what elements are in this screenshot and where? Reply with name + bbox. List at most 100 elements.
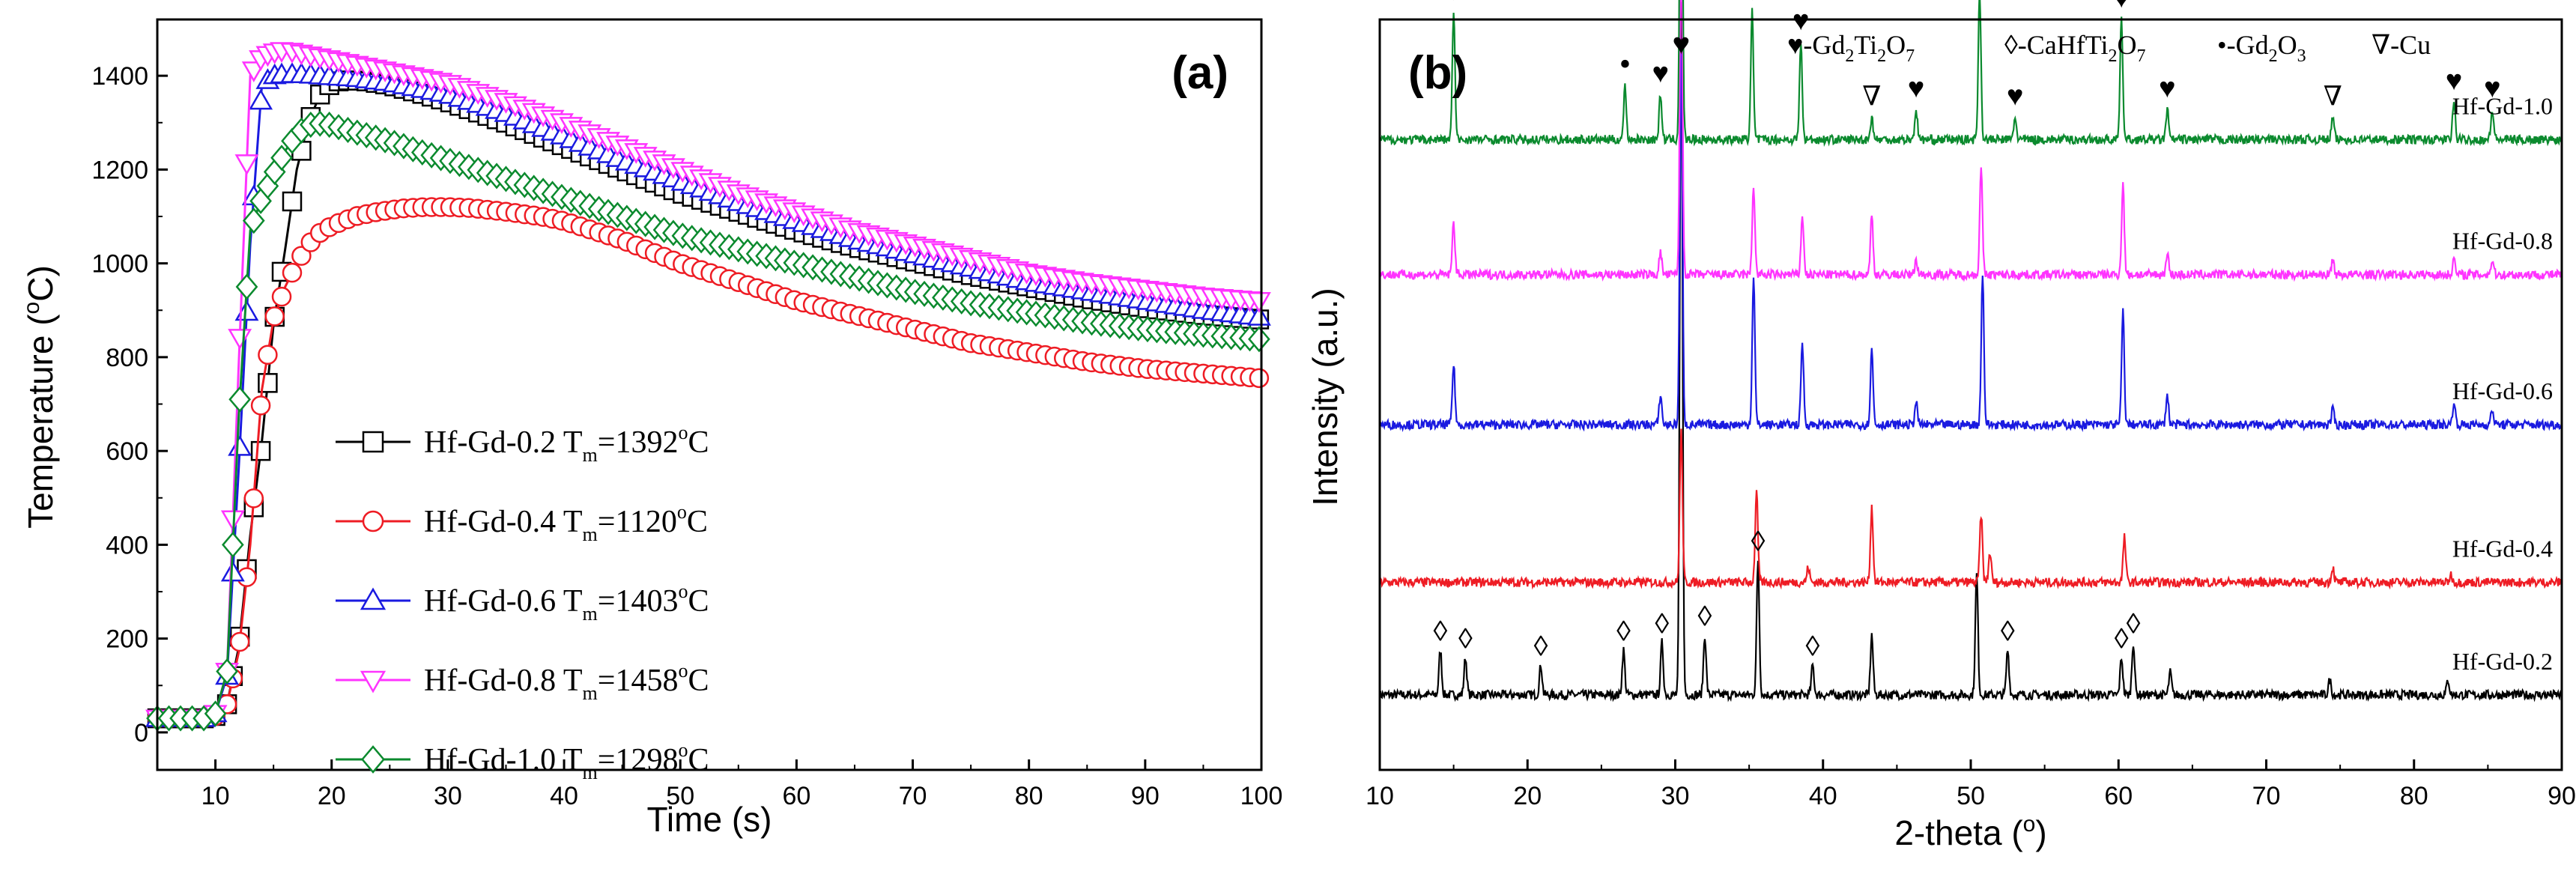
x-tick-label: 60 (2104, 782, 2133, 810)
panel-a-plot-frame (156, 18, 1263, 771)
xrd-sample-label-Hf-Gd-0.4: Hf-Gd-0.4 (2452, 535, 2553, 562)
diamond-marker (242, 207, 265, 234)
legend-entry-sub: m (583, 762, 598, 783)
gd2ti2o7-mid: Ti (1854, 30, 1877, 60)
triangle-up-marker (249, 88, 273, 110)
triangle-down-marker (228, 329, 252, 350)
cahfti2o7-diamond-mark: ◊ (1433, 616, 1447, 648)
legend-entry-sub: m (583, 523, 598, 545)
x-tick-label: 80 (2400, 782, 2428, 810)
legend-entry-Hf-Gd-0.4: Hf-Gd-0.4 Tm=1120oC (424, 501, 708, 545)
cahfti2o7-diamond-mark: ◊ (2115, 624, 2129, 655)
x-tick-label: 70 (899, 782, 927, 810)
x-tick-label: 30 (434, 782, 462, 810)
phase-legend-cu: ∇-Cu (2372, 30, 2431, 60)
square-marker (282, 191, 303, 212)
circle-marker (1249, 368, 1270, 389)
gd2ti2o7-heart-mark: ♥ (1744, 0, 1761, 7)
panel-a-y-axis-title-pre: Temperature ( (21, 314, 60, 529)
xrd-series-Hf-Gd-0.2 (1378, 1, 2563, 702)
triangle-up-marker (1246, 304, 1271, 326)
triangle-down-marker (360, 670, 387, 694)
gd2o3-dot-mark: • (1619, 46, 1631, 82)
x-tick-label: 20 (1513, 782, 1542, 810)
xrd-trace (1378, 0, 2563, 282)
y-tick-label: 400 (106, 531, 148, 559)
y-tick-label: 1200 (91, 156, 148, 184)
cahfti2o7-diamond-mark: ◊ (2001, 616, 2015, 648)
xrd-series-Hf-Gd-0.4 (1378, 428, 2563, 590)
gd2ti2o7-heart-mark: ♥ (1792, 5, 1810, 37)
panel-a-y-axis-title: Temperature (oC) (19, 265, 60, 529)
xrd-phase-markers: ◊◊◊◊◊◊◊◊◊◊◊♥♥♥♥♥♥♥♥♥♥♥•∇∇∇♥♥ (1433, 0, 2500, 663)
panel-b-x-axis-title-post: ) (2035, 813, 2046, 852)
y-tick-label: 1400 (91, 62, 148, 91)
legend-entry-name: Hf-Gd-0.2 T (424, 425, 583, 460)
x-tick-label: 80 (1015, 782, 1043, 810)
diamond-marker (235, 273, 258, 300)
circle-marker (271, 286, 292, 307)
panel-a-y-axis-title-post: C) (21, 265, 60, 302)
panel-b-axis-ticks: 10 20 30 40 50 60 70 80 90 (1366, 759, 2576, 810)
circle-marker (264, 306, 285, 327)
panel-a-y-axis-title-degree: o (19, 302, 44, 315)
gd2o3-sub1: 2 (2269, 46, 2278, 66)
panel-a-label: (a) (1172, 47, 1228, 99)
legend-entry-name: Hf-Gd-0.4 T (424, 505, 583, 539)
gd2ti2o7-end: O (1886, 30, 1906, 60)
legend-entry-unit: C (688, 584, 709, 619)
cahfti2o7-diamond-symbol: ◊ (2004, 30, 2018, 60)
legend-entry-Hf-Gd-0.2: Hf-Gd-0.2 Tm=1392oC (424, 422, 709, 466)
square-marker (250, 440, 271, 461)
triangle-up-marker (360, 587, 387, 610)
phase-legend-cahfti2o7: ◊-CaHfTi2O7 (2004, 30, 2146, 66)
legend-entry-Hf-Gd-1.0: Hf-Gd-1.0 Tm=1298oC (424, 739, 709, 783)
xrd-sample-labels: Hf-Gd-0.2 Hf-Gd-0.4 Hf-Gd-0.6 Hf-Gd-0.8 Hf-G… (2452, 92, 2553, 674)
cahfti2o7-diamond-mark: ◊ (1751, 526, 1766, 557)
legend-entry-unit: C (688, 743, 709, 777)
panel-b-y-axis-title: Intensity (a.u.) (1306, 288, 1345, 506)
gd2o3-dot-symbol: • (2217, 30, 2227, 60)
gd2ti2o7-heart-mark: ♥ (1445, 0, 1462, 7)
square-marker (362, 431, 384, 453)
cahfti2o7-diamond-mark: ◊ (1806, 631, 1820, 663)
diamond-marker (216, 658, 238, 685)
cahfti2o7-diamond-mark: ◊ (1655, 609, 1669, 640)
x-tick-label: 90 (1131, 782, 1160, 810)
cahfti2o7-diamond-mark: ◊ (2127, 609, 2141, 640)
legend-entry-value: =1298 (598, 743, 679, 777)
x-tick-label: 50 (666, 782, 694, 810)
panel-b-x-axis-title: 2-theta (o) (1894, 812, 2046, 852)
y-tick-label: 600 (106, 437, 148, 466)
xrd-trace (1378, 0, 2563, 148)
circle-marker (282, 262, 303, 283)
x-tick-label: 10 (1366, 782, 1394, 810)
x-tick-label: 20 (318, 782, 346, 810)
xrd-sample-label-Hf-Gd-0.6: Hf-Gd-0.6 (2452, 377, 2553, 404)
xrd-series-Hf-Gd-1.0 (1378, 0, 2563, 148)
circle-marker (362, 510, 384, 532)
legend-entry-sub: m (583, 603, 598, 625)
legend-entry-sub: m (583, 444, 598, 466)
gd2ti2o7-sub3: 7 (1906, 46, 1915, 66)
x-tick-label: 60 (782, 782, 810, 810)
temperature-series-Hf-Gd-1.0 (146, 110, 1270, 732)
xrd-series-layer (1378, 0, 2563, 702)
triangle-up-marker (220, 560, 245, 582)
gd2ti2o7-heart-mark: ♥ (1652, 58, 1669, 89)
x-tick-label: 90 (2548, 782, 2576, 810)
legend-entry-sub: m (583, 682, 598, 704)
gd2ti2o7-heart-mark: ♥ (2113, 0, 2130, 14)
cahfti2o7-sub2: 7 (2137, 46, 2146, 66)
legend-entry-unit: C (687, 505, 708, 539)
panel-a-axis-ticks: 10 20 30 40 50 60 70 80 90 1000200400600800100012… (91, 62, 1282, 810)
diamond-marker (1248, 326, 1270, 353)
x-tick-label: 40 (550, 782, 578, 810)
gd2ti2o7-heart-mark: ♥ (2446, 65, 2463, 97)
legend-entry-degree: o (678, 580, 688, 602)
x-tick-label: 10 (201, 782, 230, 810)
xrd-series-Hf-Gd-0.8 (1378, 0, 2563, 282)
circle-marker (258, 345, 278, 365)
gd2o3-end: O (2278, 30, 2297, 60)
y-tick-label: 0 (134, 719, 148, 747)
